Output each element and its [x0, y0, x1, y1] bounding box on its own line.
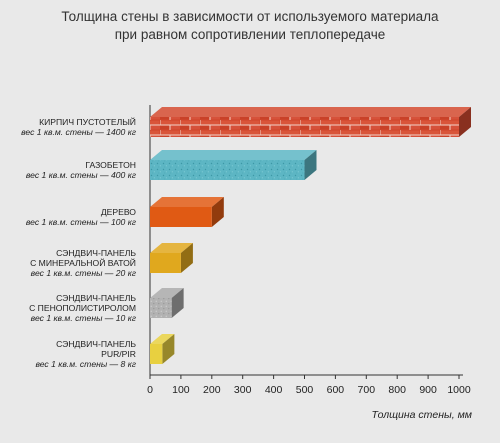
x-axis-title: Толщина стены, мм	[372, 409, 472, 421]
x-tick-label: 1000	[447, 384, 471, 396]
category-label: ДЕРЕВО	[101, 207, 136, 217]
x-tick-label: 100	[172, 384, 190, 396]
bar-5	[150, 288, 184, 318]
category-weight-note: вес 1 кв.м. стены — 400 кг	[26, 170, 137, 180]
category-weight-note: вес 1 кв.м. стены — 20 кг	[31, 268, 137, 278]
category-weight-note: вес 1 кв.м. стены — 8 кг	[35, 359, 136, 369]
bar-6	[150, 334, 175, 364]
category-label: СЭНДВИЧ-ПАНЕЛЬ	[56, 293, 136, 303]
bar-front-face	[150, 253, 181, 273]
category-label: СЭНДВИЧ-ПАНЕЛЬ	[56, 339, 136, 349]
category-weight-note: вес 1 кв.м. стены — 1400 кг	[21, 127, 137, 137]
bar-1	[150, 107, 471, 137]
bar-top-face	[150, 243, 193, 253]
bar-top-face	[150, 334, 175, 344]
x-tick-label: 0	[147, 384, 153, 396]
x-tick-label: 400	[265, 384, 283, 396]
bar-side-face	[171, 288, 184, 318]
x-tick-label: 900	[419, 384, 437, 396]
bar-side-face	[211, 197, 224, 227]
bar-top-face	[150, 150, 317, 160]
bar-front-face	[150, 117, 459, 137]
bar-top-face	[150, 288, 184, 298]
bar-side-face	[304, 150, 317, 180]
category-weight-note: вес 1 кв.м. стены — 100 кг	[26, 217, 137, 227]
bar-front-face	[150, 160, 305, 180]
x-tick-label: 600	[327, 384, 345, 396]
x-tick-label: 800	[388, 384, 406, 396]
category-label: PUR/PIR	[101, 349, 136, 359]
bar-top-face	[150, 197, 224, 207]
plot-area: 0 100 200 300 400 500 600 700 800 900 1000 Толщина …	[21, 105, 472, 421]
bar-side-face	[459, 107, 471, 137]
category-label: КИРПИЧ ПУСТОТЕЛЫЙ	[39, 116, 136, 127]
chart-title: Толщина стены в зависимости от используе…	[0, 8, 500, 44]
category-label: С ПЕНОПОЛИСТИРОЛОМ	[29, 303, 136, 313]
bar-4	[150, 243, 193, 273]
x-tick-label: 700	[358, 384, 376, 396]
category-label: С МИНЕРАЛЬНОЙ ВАТОЙ	[30, 257, 136, 268]
chart-title-line-2: при равном сопротивлении теплопередаче	[114, 27, 386, 42]
bar-front-face	[150, 344, 163, 364]
x-tick-label: 200	[203, 384, 221, 396]
chart-title-line-1: Толщина стены в зависимости от используе…	[61, 9, 439, 24]
bar-2	[150, 150, 317, 180]
x-tick-label: 300	[234, 384, 252, 396]
bar-top-face	[150, 107, 471, 117]
bar-side-face	[180, 243, 193, 273]
bar-front-face	[150, 207, 212, 227]
category-label: ГАЗОБЕТОН	[85, 160, 136, 170]
category-label: СЭНДВИЧ-ПАНЕЛЬ	[56, 248, 136, 258]
bar-side-face	[162, 334, 175, 364]
x-tick-label: 500	[296, 384, 314, 396]
bar-3	[150, 197, 224, 227]
category-weight-note: вес 1 кв.м. стены — 10 кг	[31, 313, 137, 323]
bar-front-face	[150, 298, 172, 318]
